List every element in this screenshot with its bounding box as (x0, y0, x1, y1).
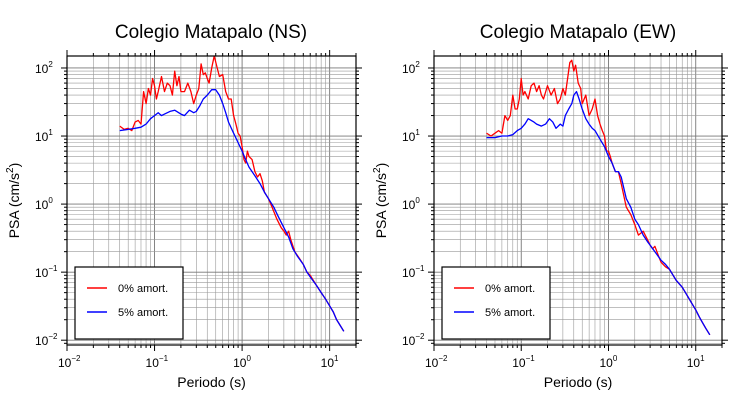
x-tick-label: 100 (599, 354, 617, 370)
x-tick-label: 101 (687, 354, 705, 370)
chart-panel-ns: Colegio Matapalo (NS) 10−2 10−1 100 101 … (5, 22, 362, 390)
y-tick-label: 10−2 (402, 332, 425, 348)
x-tick-labels: 10−2 10−1 100 101 (58, 354, 339, 370)
y-tick-label: 102 (402, 60, 420, 76)
y-tick-label: 10−1 (402, 264, 425, 280)
y-tick-label: 10−2 (35, 332, 58, 348)
x-tick-label: 10−1 (512, 354, 535, 370)
x-tick-labels: 10−2 10−1 100 101 (425, 354, 705, 370)
plot-frame (66, 55, 357, 346)
x-tick-label: 101 (321, 354, 339, 370)
y-tick-label: 102 (35, 60, 53, 76)
legend: 0% amort. 5% amort. (441, 266, 551, 340)
y-tick-label: 100 (35, 196, 53, 212)
x-tick-label: 10−1 (146, 354, 169, 370)
series-lines (119, 55, 345, 332)
x-axis-label: Periodo (s) (177, 374, 245, 390)
y-tick-label: 100 (402, 196, 420, 212)
y-tick-labels: 10−2 10−1 100 101 102 (402, 60, 425, 348)
y-tick-label: 101 (35, 128, 53, 144)
legend-box (74, 266, 184, 340)
x-tick-label: 10−2 (425, 354, 448, 370)
x-tick-label: 10−2 (58, 354, 81, 370)
legend: 0% amort. 5% amort. (74, 266, 184, 340)
grid (66, 56, 357, 345)
legend-label: 5% amort. (485, 307, 535, 319)
legend-label: 0% amort. (118, 283, 168, 295)
series-line (119, 89, 345, 332)
x-tick-label: 100 (233, 354, 251, 370)
y-tick-labels: 10−2 10−1 100 101 102 (35, 60, 58, 348)
series-lines (486, 59, 711, 336)
y-axis-label: PSA (cm/s2) (372, 163, 389, 239)
chart-title: Colegio Matapalo (NS) (115, 22, 307, 43)
chart-panel-ew: Colegio Matapalo (EW) 10−2 10−1 100 101 … (372, 22, 728, 390)
y-tick-label: 101 (402, 128, 420, 144)
series-line (486, 90, 711, 336)
series-line (119, 55, 345, 332)
legend-label: 0% amort. (485, 283, 535, 295)
legend-label: 5% amort. (118, 307, 168, 319)
legend-box (441, 266, 551, 340)
x-axis-label: Periodo (s) (544, 374, 612, 390)
y-axis-label: PSA (cm/s2) (5, 163, 22, 239)
y-tick-label: 10−1 (35, 264, 58, 280)
chart-title: Colegio Matapalo (EW) (480, 22, 676, 43)
grid (433, 56, 723, 345)
plot-frame (433, 55, 723, 346)
